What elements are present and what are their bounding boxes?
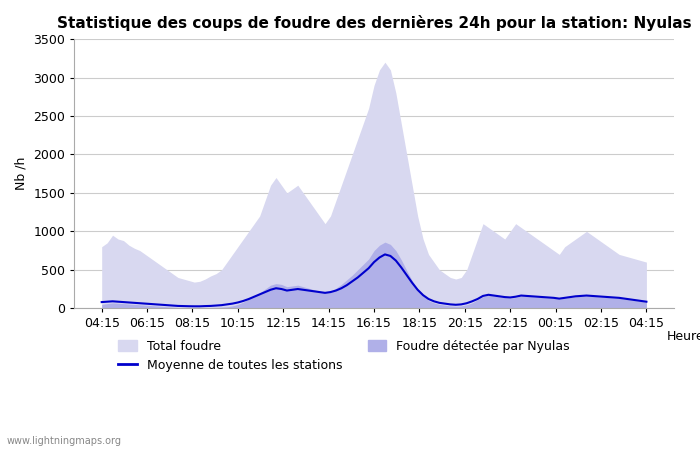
Y-axis label: Nb /h: Nb /h (15, 157, 28, 190)
Text: www.lightningmaps.org: www.lightningmaps.org (7, 436, 122, 446)
X-axis label: Heure: Heure (667, 330, 700, 343)
Legend: Total foudre, Moyenne de toutes les stations, Foudre détectée par Nyulas: Total foudre, Moyenne de toutes les stat… (113, 335, 575, 378)
Title: Statistique des coups de foudre des dernières 24h pour la station: Nyulas: Statistique des coups de foudre des dern… (57, 15, 692, 31)
